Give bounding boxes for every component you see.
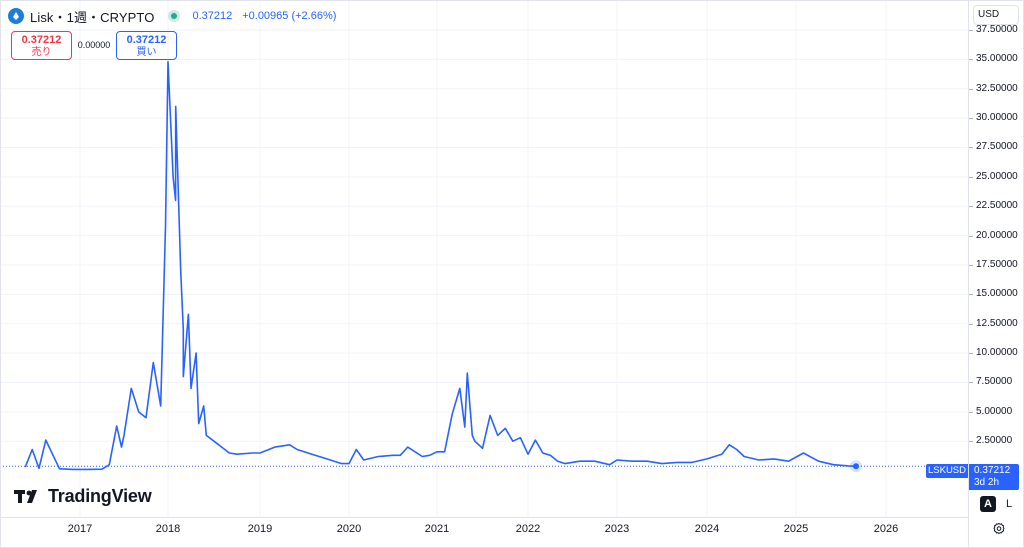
last-price: 0.37212: [192, 10, 233, 22]
x-tick-label: 2021: [424, 523, 450, 535]
y-tick-mark: [969, 176, 973, 178]
tradingview-watermark[interactable]: TradingView: [14, 486, 152, 507]
y-tick-mark: [969, 88, 973, 90]
y-tick-label: 7.50000: [976, 376, 1013, 388]
price-change: +0.00965 (+2.66%): [242, 10, 337, 22]
price-scale-border: [968, 0, 969, 548]
last-point-marker: [853, 463, 859, 470]
y-tick-label: 15.00000: [976, 288, 1018, 300]
ticker-label: LSKUSD: [926, 464, 968, 478]
buy-label: 買い: [136, 47, 157, 58]
buy-price: 0.37212: [126, 34, 167, 46]
gear-icon[interactable]: [992, 522, 1006, 536]
y-tick-mark: [969, 118, 973, 120]
x-tick-label: 2026: [873, 523, 899, 535]
y-tick-label: 20.00000: [976, 229, 1018, 241]
y-tick-label: 2.50000: [976, 435, 1013, 447]
y-tick-mark: [969, 411, 973, 413]
log-scale-button[interactable]: L: [1005, 498, 1013, 510]
market-status-icon: [168, 10, 181, 22]
lisk-logo-icon: [8, 8, 24, 24]
x-tick-label: 2018: [155, 523, 181, 535]
y-tick-label: 37.50000: [976, 23, 1018, 35]
y-tick-mark: [969, 323, 973, 325]
time-axis-border: [0, 517, 969, 518]
tradingview-logo-icon: [14, 489, 37, 503]
y-tick-label: 32.50000: [976, 82, 1018, 94]
x-tick-label: 2020: [336, 523, 362, 535]
y-tick-mark: [969, 147, 973, 149]
buy-button[interactable]: 0.37212 買い: [116, 31, 177, 60]
y-tick-mark: [969, 235, 973, 237]
tradingview-brand: TradingView: [48, 486, 152, 506]
x-tick-label: 2023: [604, 523, 630, 535]
y-tick-label: 12.50000: [976, 317, 1018, 329]
y-tick-mark: [969, 382, 973, 384]
y-tick-mark: [969, 264, 973, 266]
x-tick-label: 2019: [247, 523, 273, 535]
y-tick-mark: [969, 353, 973, 355]
last-price-tag-value: 0.37212: [974, 465, 1011, 476]
last-price-tag: 0.37212 3d 2h: [969, 464, 1019, 490]
y-tick-label: 35.00000: [976, 53, 1018, 65]
x-tick-label: 2017: [67, 523, 93, 535]
y-tick-label: 30.00000: [976, 112, 1018, 124]
spread-value: 0.00000: [77, 40, 111, 50]
x-tick-label: 2022: [515, 523, 541, 535]
y-tick-label: 25.00000: [976, 170, 1018, 182]
y-tick-mark: [969, 29, 973, 31]
sell-button[interactable]: 0.37212 売り: [11, 31, 72, 60]
symbol-header: Lisk・1週・CRYPTO 0.37212 +0.00965 (+2.66%): [8, 6, 336, 26]
y-tick-mark: [969, 294, 973, 296]
currency-select[interactable]: USD: [973, 5, 1019, 25]
y-tick-label: 22.50000: [976, 200, 1018, 212]
bar-countdown: 3d 2h: [974, 477, 1000, 488]
price-chart[interactable]: [0, 0, 969, 518]
symbol-title[interactable]: Lisk・1週・CRYPTO: [30, 9, 155, 25]
y-tick-mark: [969, 206, 973, 208]
x-tick-label: 2024: [694, 523, 720, 535]
y-tick-label: 27.50000: [976, 141, 1018, 153]
series-line-lskusd[interactable]: [24, 60, 857, 471]
y-tick-label: 5.00000: [976, 405, 1013, 417]
sell-price: 0.37212: [21, 34, 62, 46]
auto-scale-button[interactable]: A: [980, 496, 996, 512]
y-tick-label: 17.50000: [976, 258, 1018, 270]
y-tick-mark: [969, 441, 973, 443]
x-tick-label: 2025: [783, 523, 809, 535]
y-tick-mark: [969, 59, 973, 61]
y-tick-label: 10.00000: [976, 347, 1018, 359]
sell-label: 売り: [31, 47, 52, 58]
